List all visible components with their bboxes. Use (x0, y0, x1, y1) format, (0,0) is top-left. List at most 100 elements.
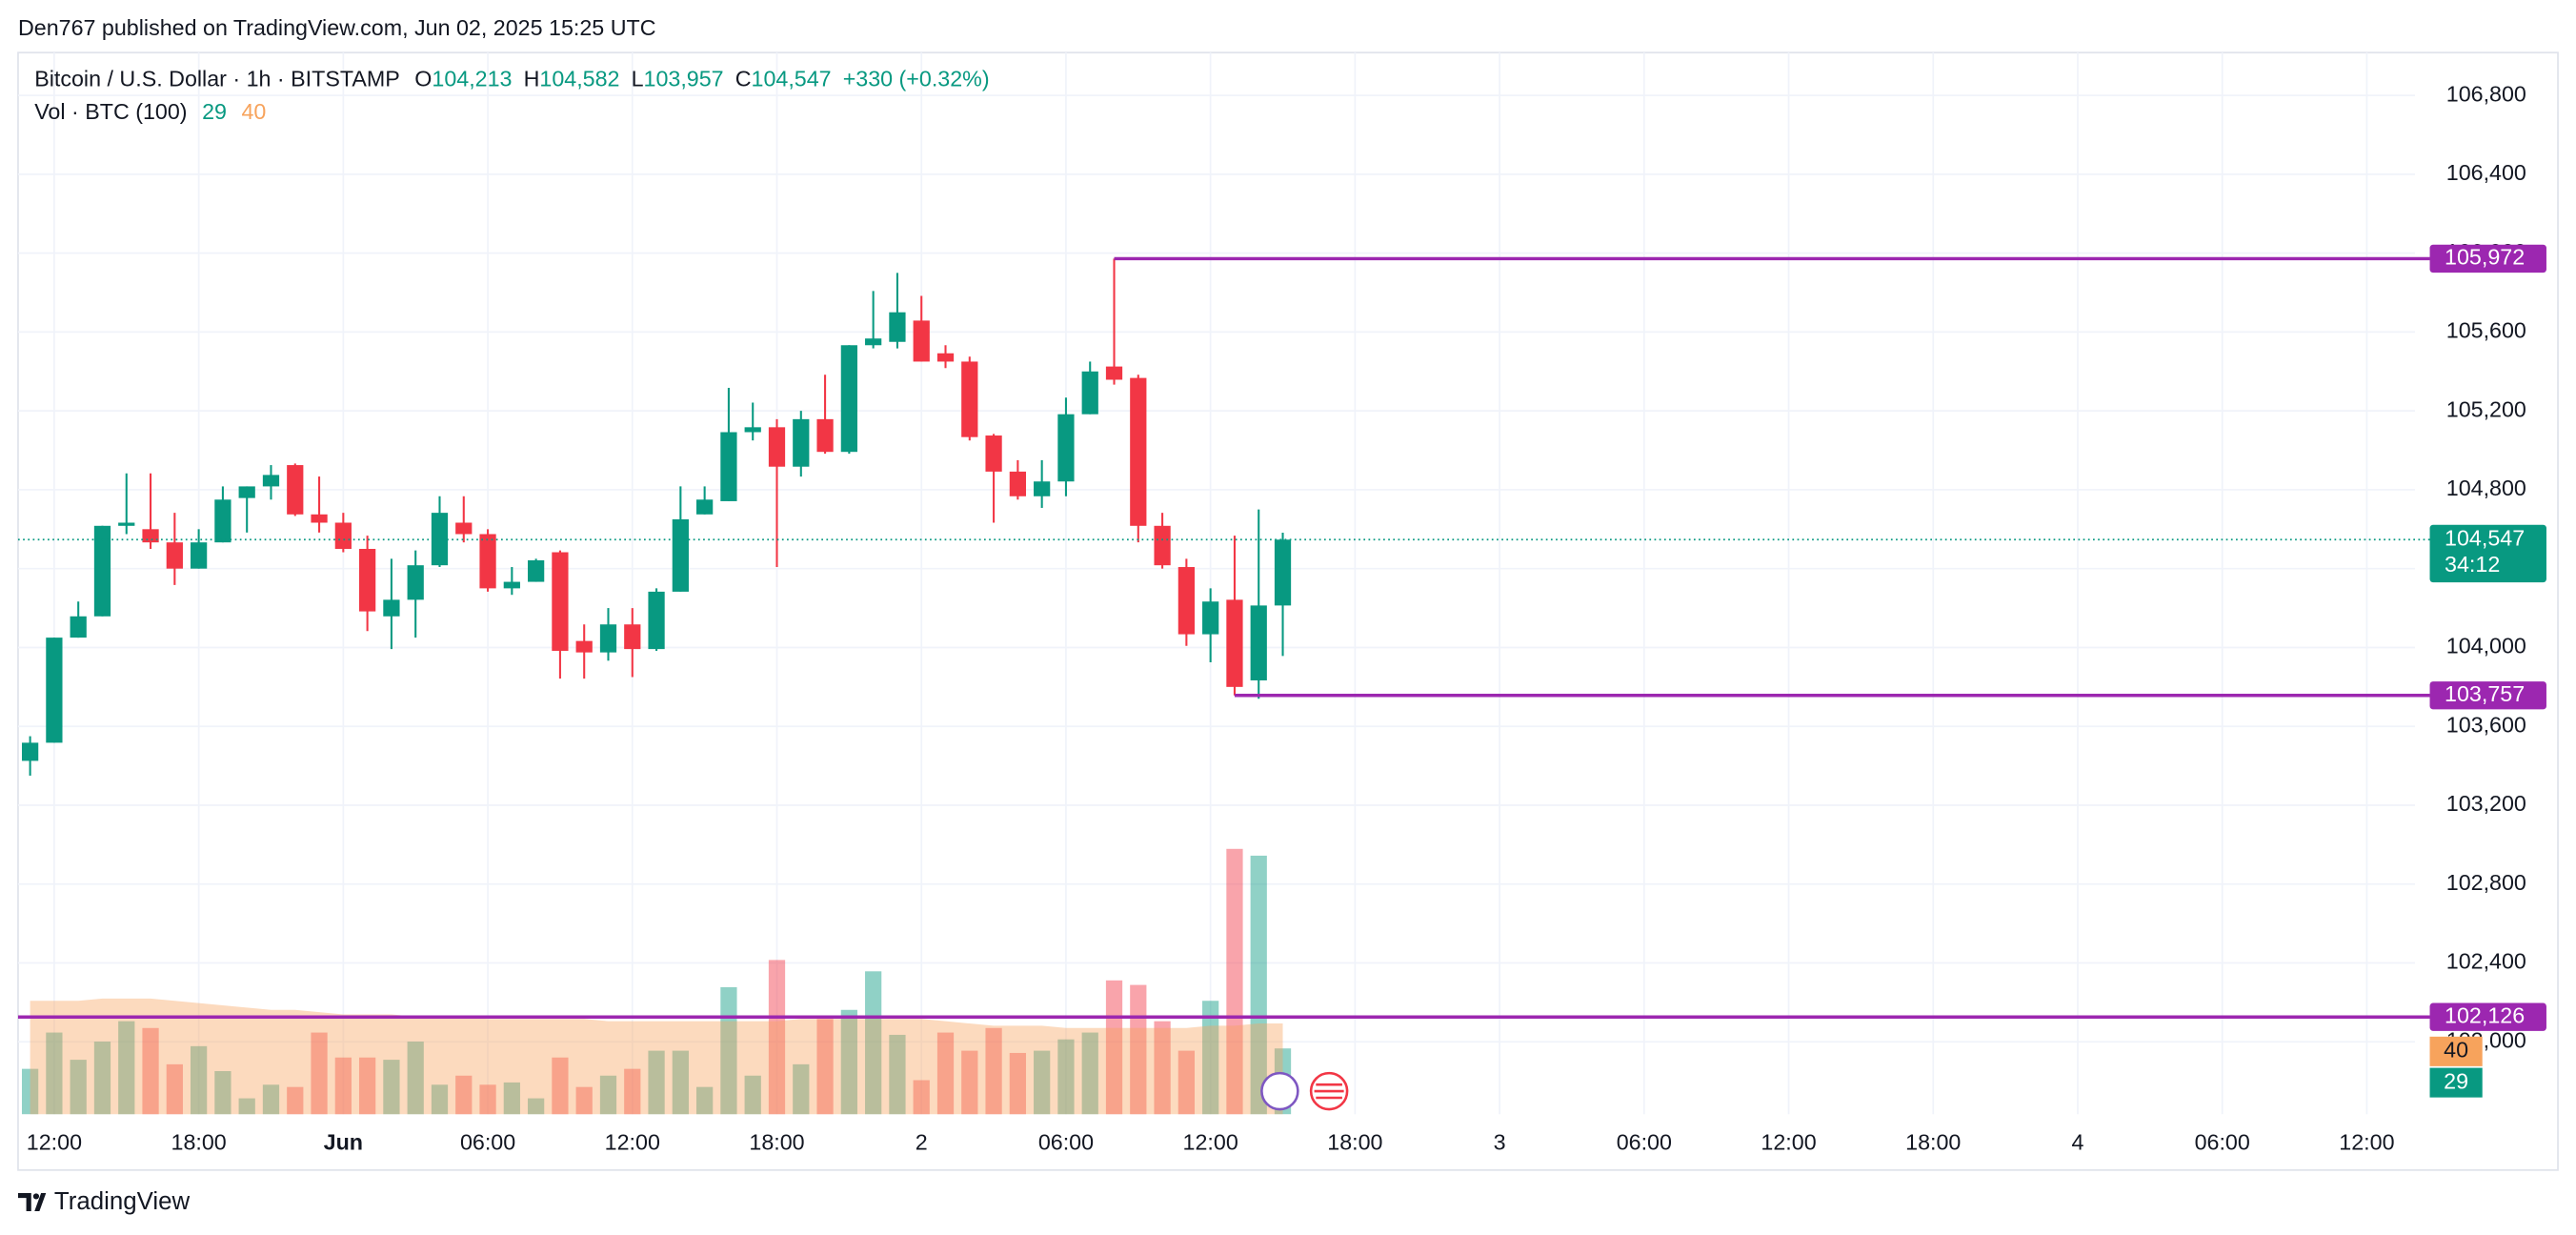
volume-bar (190, 1045, 208, 1115)
candles (21, 258, 1292, 776)
candle-body (696, 499, 714, 515)
volume-bar (407, 1042, 424, 1115)
candle-body (46, 638, 63, 743)
y-tick-label: 103,200 (2446, 791, 2526, 816)
level-label: 102,126 (2445, 1002, 2525, 1027)
candle-body (1009, 471, 1026, 496)
quote-key: L (632, 67, 644, 91)
volume-bar (985, 1027, 1002, 1115)
candle-body (961, 361, 978, 437)
volume-bar (599, 1075, 617, 1115)
volume-bar (166, 1063, 183, 1115)
candle-body (936, 353, 955, 362)
quote-value: 104,547 (752, 67, 832, 91)
volume-bar (816, 1019, 834, 1115)
x-tick-label: 12:00 (1183, 1129, 1238, 1154)
candle-body (768, 427, 786, 467)
volume-bar (936, 1032, 955, 1115)
volume-bar (552, 1057, 569, 1115)
candle-body (816, 418, 834, 453)
volume-bar (1034, 1050, 1051, 1115)
volume-bar (648, 1050, 665, 1115)
y-tick-label: 102,400 (2446, 949, 2526, 974)
y-tick-label: 105,200 (2446, 396, 2526, 421)
volume-bar (889, 1034, 906, 1115)
candle-body (334, 522, 352, 550)
volume-bar (528, 1098, 545, 1115)
quote-key: H (524, 67, 540, 91)
volume-bar (334, 1057, 352, 1115)
volume-bar (961, 1050, 978, 1115)
candle-body (648, 591, 665, 650)
volume-bar (93, 1042, 111, 1115)
x-tick-label: 06:00 (1038, 1129, 1094, 1154)
volume-bar (575, 1086, 593, 1115)
flag-stripes (1314, 1083, 1344, 1100)
candle-body (1057, 414, 1075, 482)
volume-bar (865, 971, 882, 1115)
x-tick-label: 4 (2072, 1129, 2084, 1154)
candle-body (624, 624, 641, 650)
candle-body (913, 320, 930, 362)
volume-bar (1081, 1032, 1098, 1115)
candle-body (238, 486, 255, 498)
volume-bar (840, 1009, 857, 1115)
candle-body (1202, 601, 1219, 635)
volume-bar (262, 1084, 280, 1115)
volume-title: Vol · BTC (100) (34, 99, 187, 124)
quote-value: 104,213 (432, 67, 512, 91)
volume-bar (1154, 1021, 1171, 1115)
y-tick-label: 106,400 (2446, 160, 2526, 185)
volume-bar (214, 1071, 231, 1115)
candle-body (1177, 567, 1195, 635)
chart-frame (17, 51, 2559, 1171)
y-tick-label: 105,600 (2446, 318, 2526, 343)
events-icon (1260, 1071, 1299, 1111)
x-tick-label: 12:00 (2339, 1129, 2394, 1154)
volume-bar (672, 1050, 689, 1115)
candle-body (1226, 599, 1243, 687)
publisher: Den767 published on TradingView.com, Jun… (18, 15, 656, 40)
quote-value: 104,582 (539, 67, 619, 91)
candle-body (431, 513, 449, 566)
volume-bar (118, 1021, 135, 1115)
brand: TradingView (54, 1188, 191, 1215)
y-tick-label: 106,800 (2446, 81, 2526, 106)
x-tick-label: 06:00 (2195, 1129, 2250, 1154)
candle-body (1105, 366, 1123, 380)
volume-bar (431, 1084, 449, 1115)
volume-legend: Vol · BTC (100) 29 40 (34, 99, 266, 124)
volume-bar (238, 1098, 255, 1115)
candle-body (455, 522, 473, 535)
grid (17, 52, 2415, 1115)
candle-body (1274, 539, 1292, 606)
candle-body (503, 581, 520, 589)
volume-bar (383, 1060, 400, 1115)
x-tick-label: 18:00 (171, 1129, 227, 1154)
last-price-badge (2429, 524, 2546, 583)
volume-bar (1226, 848, 1243, 1115)
level-label: 103,757 (2445, 681, 2525, 706)
candle-body (528, 560, 545, 582)
overlays: 102,000102,400102,800103,200103,600104,0… (17, 81, 2546, 1154)
candle-body (793, 418, 810, 467)
candle-body (311, 514, 328, 523)
volume-ma-last: 40 (241, 99, 266, 124)
volume-bar (287, 1086, 304, 1115)
volume-bar (1177, 1050, 1195, 1115)
candle-body (262, 475, 280, 487)
candle-body (1034, 481, 1051, 496)
volume-bar (1250, 855, 1267, 1115)
quote-change: +330 (+0.32%) (843, 67, 990, 91)
volume-bar (70, 1060, 87, 1115)
y-tick-label: 104,000 (2446, 634, 2526, 658)
volume-bar (311, 1032, 328, 1115)
candle-body (840, 345, 857, 453)
candle-body (214, 499, 231, 543)
candle-body (287, 465, 304, 515)
level-badge (2429, 681, 2546, 710)
level-label: 105,972 (2445, 245, 2525, 270)
candle-body (70, 616, 87, 638)
candle-body (21, 742, 39, 761)
volume-bar (479, 1084, 496, 1115)
